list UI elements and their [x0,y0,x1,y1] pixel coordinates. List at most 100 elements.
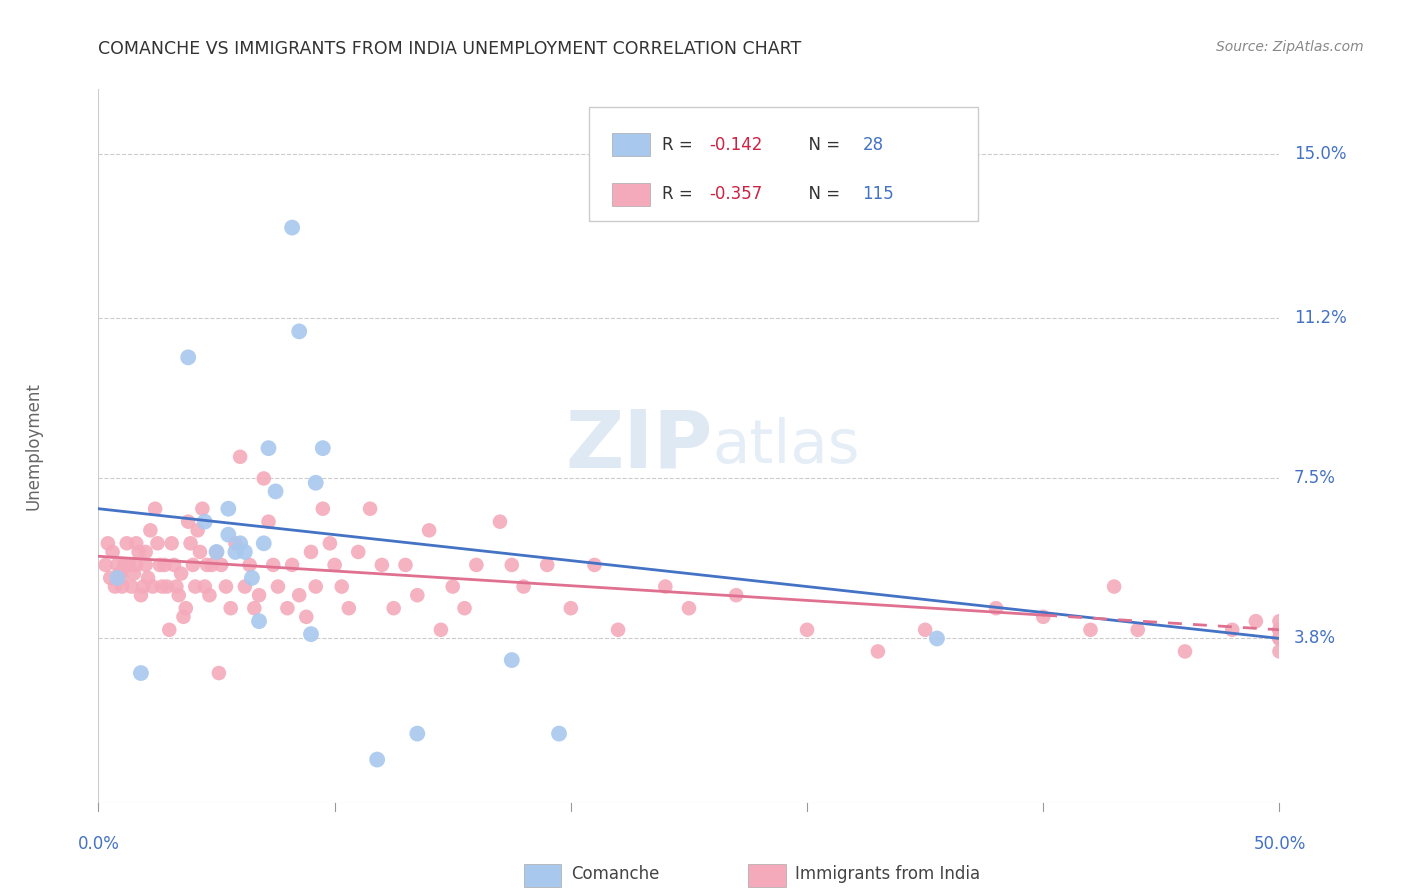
Point [430,623,453,637]
Point [177,515,200,529]
Point [174,601,197,615]
Point [1268,632,1291,646]
Point [205,545,228,559]
Point [135,545,157,559]
Point [253,471,276,485]
Text: Comanche: Comanche [571,865,659,883]
Point [156,580,179,594]
Point [914,623,936,637]
Point [1268,632,1291,646]
Point [319,536,342,550]
Point [160,536,183,550]
Text: 11.2%: 11.2% [1294,310,1347,327]
Point [257,515,280,529]
Point [181,558,204,572]
Point [157,623,180,637]
Text: 7.5%: 7.5% [1294,469,1336,487]
Point [194,515,217,529]
Point [146,536,169,550]
Point [299,545,322,559]
Point [441,580,464,594]
Point [501,558,523,572]
Point [312,501,335,516]
Point [347,545,370,559]
Point [195,558,218,572]
Point [239,558,262,572]
Point [262,558,284,572]
Point [129,588,152,602]
Point [150,580,173,594]
Point [666,178,689,192]
Point [323,558,346,572]
Point [512,580,534,594]
Point [111,571,134,585]
Point [560,601,582,615]
Point [305,580,328,594]
Point [229,450,252,464]
Point [1268,632,1291,646]
Point [654,580,676,594]
Point [299,627,322,641]
Point [406,726,429,740]
Point [281,220,304,235]
Text: N =: N = [797,136,845,153]
Point [1268,623,1291,637]
Point [536,558,558,572]
Point [129,666,152,681]
Point [1268,614,1291,628]
Point [165,580,187,594]
Point [1268,623,1291,637]
Point [105,558,128,572]
Text: N =: N = [797,186,845,203]
Point [312,441,335,455]
Point [97,536,120,550]
Point [418,524,440,538]
Point [1080,623,1102,637]
Point [406,588,429,602]
Point [108,566,131,581]
Point [253,536,276,550]
Point [337,601,360,615]
Text: R =: R = [662,136,697,153]
Text: atlas: atlas [713,417,860,475]
Text: Immigrants from India: Immigrants from India [796,865,980,883]
Point [94,558,117,572]
Text: 115: 115 [862,186,894,203]
Point [201,558,224,572]
Point [111,580,134,594]
Point [247,588,270,602]
Point [394,558,416,572]
Point [112,558,135,572]
Point [1174,644,1197,658]
Point [98,571,121,585]
Point [489,515,512,529]
Point [288,588,311,602]
Point [180,536,202,550]
Point [101,545,124,559]
Point [1268,623,1291,637]
Point [217,527,239,541]
Text: Unemployment: Unemployment [24,382,42,510]
Point [233,545,256,559]
Point [267,580,290,594]
Point [198,588,221,602]
Text: 28: 28 [862,136,884,153]
Point [118,558,141,572]
Point [194,580,217,594]
Point [172,610,194,624]
Text: R =: R = [662,186,697,203]
Point [1032,610,1054,624]
Point [678,601,700,615]
Point [149,558,172,572]
Point [224,545,246,559]
Point [121,580,143,594]
Text: ZIP: ZIP [565,407,713,485]
Point [209,558,232,572]
Point [1268,644,1291,658]
Point [725,588,748,602]
Point [153,558,176,572]
Point [136,571,159,585]
Point [215,580,238,594]
Point [170,566,193,581]
Text: COMANCHE VS IMMIGRANTS FROM INDIA UNEMPLOYMENT CORRELATION CHART: COMANCHE VS IMMIGRANTS FROM INDIA UNEMPL… [98,40,801,58]
